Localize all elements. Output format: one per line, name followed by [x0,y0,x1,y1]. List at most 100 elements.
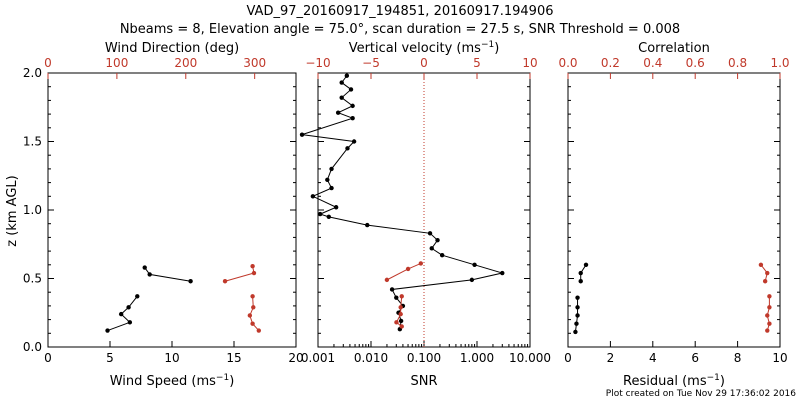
data-point [469,277,475,283]
residual-axis-label: Residual (ms−1) [623,373,725,389]
data-point [348,87,354,92]
x-top-tick-label: 0.4 [643,56,662,70]
snr-axis-label: SNR [410,374,437,389]
data-point [339,95,344,100]
data-point [251,305,256,310]
data-point [339,80,344,85]
x-top-tick-label: 300 [243,56,266,70]
data-point [326,214,332,220]
data-point [758,262,764,267]
data-point [325,177,330,183]
y-tick-label: 2.0 [23,66,42,80]
data-point [394,295,399,300]
series-line [386,262,422,281]
data-point [317,211,323,217]
data-point [439,253,445,258]
x-bottom-tick-label: 5 [106,351,114,365]
data-point [118,311,124,317]
y-tick-label: 1.0 [23,203,42,217]
data-point [105,328,110,333]
data-point [389,287,395,292]
wind-direction-axis-label: Wind Direction (deg) [105,41,239,56]
data-point [251,270,257,276]
wind-speed-label-text: Wind Speed (ms [110,374,216,389]
y-tick-label: 0.0 [23,340,42,354]
data-point [188,279,193,284]
x-bottom-tick-label: 20 [288,351,303,365]
x-top-tick-label: 100 [105,56,128,70]
data-point [350,116,355,121]
residual-panel-frame [567,72,781,348]
wind-speed-axis-label: Wind Speed (ms−1) [110,373,235,389]
data-point [256,328,261,333]
y-axis-label: z (km AGL) [5,175,20,246]
x-bottom-tick-label: 1.000 [460,351,494,365]
x-top-tick-label: 200 [174,56,197,70]
data-point [405,266,411,272]
x-top-tick-label: 1.0 [770,56,789,70]
series-line [301,75,505,330]
residual-panel: 0 2 4 6 8 10 0.0 0.2 0.4 0.6 0.8 1.0 Residual (ms−1… [558,41,789,389]
data-point [127,320,133,325]
data-point [575,313,580,318]
vertical-velocity-label-sup: −1 [481,40,494,50]
data-point [126,305,131,310]
wind-panel-frame [47,72,297,348]
x-bottom-tick-label: 10 [164,351,179,365]
x-top-tick-label: 10 [522,56,537,70]
data-point [345,146,350,151]
wind-speed-label-sup: −1 [216,373,229,383]
data-point [365,222,370,228]
data-point [765,270,770,276]
x-bottom-tick-label: 10.000 [509,351,551,365]
data-point [578,270,583,276]
data-point [351,139,357,144]
data-point [418,261,424,266]
data-point [575,295,580,300]
data-point [222,279,228,284]
x-top-tick-label: −5 [362,56,380,70]
plot-footer: Plot created on Tue Nov 29 17:36:02 2016 [606,389,796,399]
data-point [299,132,305,137]
x-bottom-tick-label: 0.001 [301,351,335,365]
correlation-axis-label: Correlation [638,41,710,56]
data-point [398,305,403,310]
residual-label-sup: −1 [707,373,720,383]
data-point [767,305,772,310]
x-top-tick-label: 0.2 [601,56,620,70]
data-point [250,263,255,269]
snr-panel-frame [317,72,531,348]
data-point [147,272,152,277]
wind-panel: 0.00.51.01.52.00 5 10 15 200 100 200 300 z (km … [5,41,304,389]
x-top-tick-label: 0.0 [558,56,577,70]
data-point [762,279,768,284]
x-bottom-tick-label: 15 [226,351,241,365]
data-point [435,237,440,243]
x-bottom-tick-label: 4 [649,351,657,365]
data-point [384,277,390,283]
data-point [765,313,770,318]
x-top-tick-label: 0 [44,56,52,70]
x-bottom-tick-label: 0.100 [407,351,441,365]
data-point [310,194,316,199]
data-point [399,324,404,329]
x-bottom-tick-label: 8 [734,351,742,365]
data-point [142,265,147,270]
data-point [427,231,433,236]
data-point [500,270,505,276]
wind-speed-label-end: ) [229,374,234,389]
x-bottom-tick-label: 6 [691,351,699,365]
data-point [250,321,255,326]
vertical-velocity-label-end: ) [494,41,499,56]
data-point [578,279,583,284]
data-point [398,311,403,317]
figure-title-line1: VAD_97_20160917_194851, 20160917.194906 [247,4,554,19]
x-top-tick-label: 0 [420,56,428,70]
data-point [429,246,434,251]
vertical-velocity-axis-label: Vertical velocity (ms−1) [349,40,500,56]
residual-label-text: Residual (ms [623,374,707,389]
snr-panel-data: 0.001 0.010 0.100 1.000 10.000 −10 −5 0 5 10 [299,56,551,365]
data-point [335,110,341,115]
data-point [350,103,355,109]
series-line [224,266,255,282]
